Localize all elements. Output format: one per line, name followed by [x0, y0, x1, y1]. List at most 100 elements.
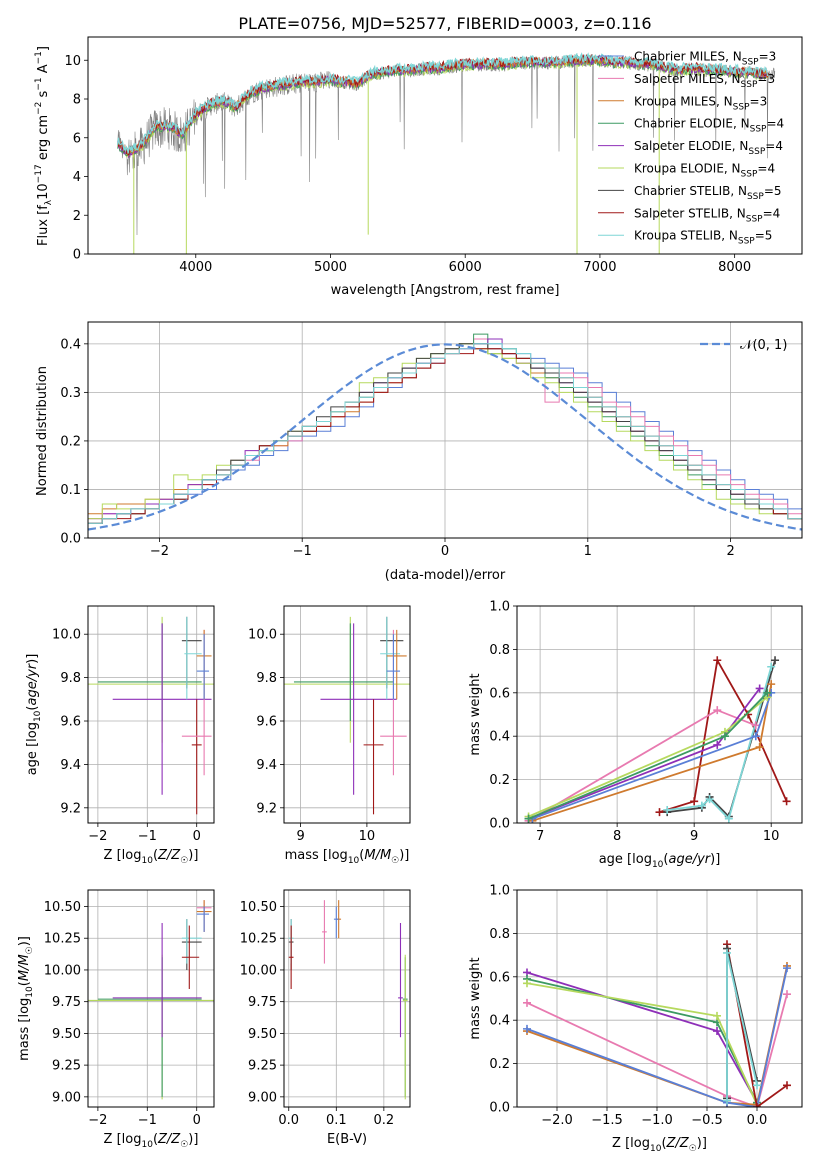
legend-entry: Salpeter STELIB, NSSP=4: [634, 206, 780, 224]
y-tick-label: 0.2: [60, 434, 81, 449]
axes-frame: [516, 889, 803, 1108]
y-tick-label: 10.0: [248, 628, 277, 643]
axes-frame: [87, 321, 803, 539]
y-tick-label: 9.25: [52, 1059, 81, 1074]
weight-marker: [771, 656, 780, 665]
weight-marker: [523, 979, 531, 988]
legend-entry: Kroupa STELIB, NSSP=5: [634, 229, 772, 247]
x-tick-label: −2: [88, 829, 107, 844]
mass-weight-vs-metallicity-panel: −2.0 −1.5 −1.0 −0.5 0.0 0.0 0.2 0.4 0.6 0.8 1.0 Z […: [468, 884, 803, 1154]
weight-marker: [713, 1011, 721, 1020]
mass-vs-ebv-panel: 0.0 0.1 0.2 9.00 9.25 9.50 9.75 10.00 10.25 10.50…: [240, 889, 411, 1147]
weight-marker: [690, 797, 699, 806]
y-tick-label: 0.4: [60, 337, 81, 352]
axes-frame: [283, 605, 411, 824]
y-tick-label: 9.00: [52, 1090, 81, 1105]
y-tick-label: 2: [73, 209, 81, 224]
x-tick-label: 2: [726, 544, 734, 559]
x-tick-label: −0.5: [691, 1113, 723, 1128]
mass-vs-metallicity-panel: −2 −1 0 9.00 9.25 9.50 9.75 10.00 10.25 10.50 Z [l…: [17, 889, 215, 1150]
x-tick-label: 0.0: [747, 1113, 768, 1128]
weight-marker: [523, 998, 531, 1007]
y-tick-label: 0.0: [489, 1101, 510, 1116]
y-tick-label: 1.0: [489, 884, 510, 899]
y-tick-label: 9.8: [256, 671, 277, 686]
x-axis-label: Z [log10(Z/Z☉)]: [104, 1132, 199, 1150]
weight-marker: [663, 805, 672, 814]
plot-area: [88, 333, 802, 531]
x-tick-label: 9: [296, 829, 304, 844]
x-tick-label: 0: [441, 544, 449, 559]
weight-marker: [783, 990, 791, 999]
y-tick-label: 0: [73, 248, 81, 263]
age-vs-mass-panel: 9 10 9.2 9.4 9.6 9.8 10.0 mass [log10(M/M☉)]: [248, 605, 411, 866]
legend-entry: Chabrier MILES, NSSP=3: [634, 50, 776, 68]
legend-entry: Salpeter ELODIE, NSSP=4: [634, 139, 783, 157]
x-axis-label: mass [log10(M/M☉)]: [285, 848, 410, 866]
y-tick-label: 9.2: [256, 801, 277, 816]
y-tick-label: 0.6: [489, 970, 510, 985]
y-axis-label: mass weight: [468, 673, 483, 755]
x-tick-label: −1.5: [591, 1113, 623, 1128]
weight-marker: [751, 732, 760, 741]
x-tick-label: −1: [293, 544, 312, 559]
weight-marker: [705, 795, 714, 804]
y-tick-label: 9.50: [248, 1027, 277, 1042]
weight-line: [526, 971, 758, 1104]
weight-line: [526, 993, 788, 1107]
x-tick-label: 8: [613, 829, 621, 844]
axes-frame: [87, 605, 215, 824]
axes-frame: [283, 889, 411, 1108]
legend-entry: Kroupa ELODIE, NSSP=4: [634, 162, 775, 180]
x-tick-label: 8000: [718, 260, 751, 275]
y-tick-label: 0.1: [60, 483, 81, 498]
y-tick-label: 1.0: [489, 600, 510, 615]
weight-marker: [753, 1103, 761, 1107]
weight-marker: [753, 1081, 761, 1090]
x-tick-label: −2.0: [541, 1113, 573, 1128]
legend-entry: Kroupa MILES, NSSP=3: [634, 94, 767, 112]
plot-area: [523, 940, 791, 1107]
y-tick-label: 9.4: [60, 758, 81, 773]
weight-marker: [655, 808, 664, 817]
y-tick-label: 6: [73, 131, 81, 146]
weight-marker: [723, 1096, 731, 1105]
y-tick-label: 10: [64, 54, 81, 69]
x-tick-label: 5000: [314, 260, 347, 275]
weight-marker: [720, 732, 729, 741]
y-axis-label: Flux [fλ10−17 erg cm−2 s−1 A−1]: [34, 46, 54, 246]
weight-marker: [767, 662, 776, 671]
y-tick-label: 0.3: [60, 386, 81, 401]
x-tick-label: 7: [536, 829, 544, 844]
weight-marker: [723, 948, 731, 957]
y-tick-label: 9.75: [52, 995, 81, 1010]
weight-marker: [697, 801, 706, 810]
plot-area: [117, 52, 776, 254]
legend-entry: 𝒩(0, 1): [740, 338, 787, 353]
weight-marker: [783, 1081, 791, 1090]
y-tick-label: 0.4: [489, 730, 510, 745]
x-tick-label: −2: [150, 544, 169, 559]
x-axis-label: E(B-V): [327, 1132, 367, 1147]
x-axis-label: (data-model)/error: [385, 568, 506, 583]
legend-entry: Chabrier ELODIE, NSSP=4: [634, 117, 784, 135]
x-axis-label: Z [log10(Z/Z☉)]: [612, 1136, 707, 1154]
x-tick-label: 10: [359, 829, 376, 844]
mass-weight-vs-age-panel: 7 8 9 10 0.0 0.2 0.4 0.6 0.8 1.0 age [log10(age/yr…: [468, 600, 803, 870]
x-tick-label: −1: [138, 829, 157, 844]
plot-area: [284, 616, 410, 815]
weight-marker: [724, 814, 733, 823]
x-tick-label: 0.0: [278, 1113, 299, 1128]
axes-frame: [516, 605, 803, 824]
age-vs-metallicity-panel: −2 −1 0 9.2 9.4 9.6 9.8 10.0 Z [log10(Z/Z☉)] age …: [25, 605, 215, 866]
y-tick-label: 8: [73, 93, 81, 108]
y-tick-label: 0.2: [489, 773, 510, 788]
y-tick-label: 9.00: [248, 1090, 277, 1105]
y-tick-label: 0.8: [489, 643, 510, 658]
y-tick-label: 9.75: [248, 995, 277, 1010]
y-axis-label: mass weight: [468, 957, 483, 1039]
y-tick-label: 9.25: [248, 1059, 277, 1074]
x-tick-label: −2: [88, 1113, 107, 1128]
weight-line: [526, 967, 788, 1107]
y-tick-label: 9.2: [60, 801, 81, 816]
